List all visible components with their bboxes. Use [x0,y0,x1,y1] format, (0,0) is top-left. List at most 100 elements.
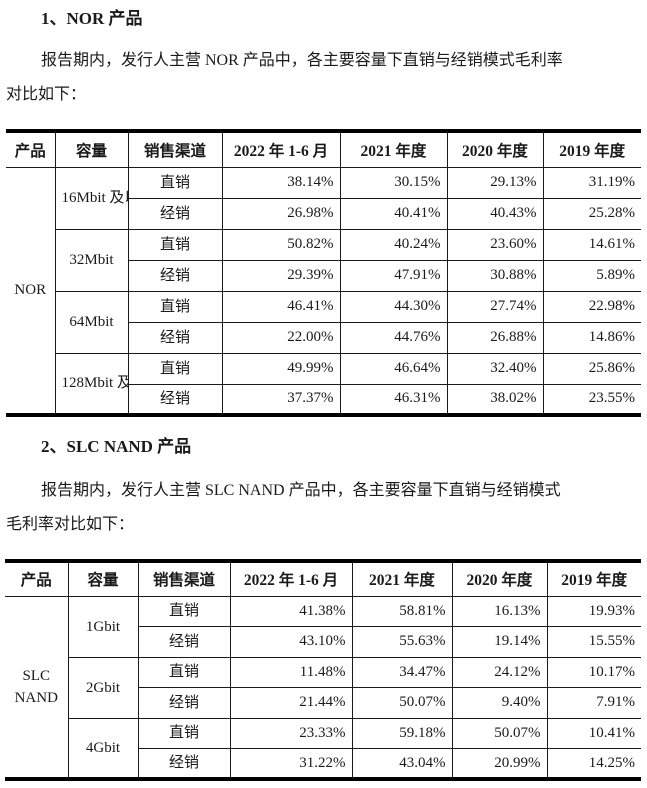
margin-cell: 19.14% [451,626,548,658]
margin-cell: 14.86% [542,321,641,354]
col-header-capacity: 容量 [54,129,129,168]
capacity-cell: 16Mbit 及以下 [54,166,129,230]
margin-cell: 10.41% [546,717,641,749]
margin-cell: 49.99% [221,352,341,385]
margin-cell: 25.28% [542,197,641,230]
table-row: SLC NAND 1Gbit 直销 41.38% 58.81% 16.13% 1… [5,595,641,781]
margin-cell: 10.17% [546,656,641,688]
channel-cell: 经销 [138,748,231,781]
margin-cell: 50.07% [351,687,453,719]
margin-cell: 7.91% [546,687,641,719]
margin-cell: 40.24% [339,228,448,261]
margin-cell: 38.02% [446,383,544,417]
col-header-2019: 2019 年度 [542,129,641,168]
margin-cell: 16.13% [451,595,548,627]
capacity-cell: 128Mbit 及以上 [55,352,129,417]
margin-cell: 46.41% [221,290,341,323]
section-intro-nor: 报告期内，发行人主营 NOR 产品中，各主要容量下直销与经销模式毛利率 对比如下… [6,44,641,112]
capacity-cell: 1Gbit [67,595,139,658]
margin-cell: 58.81% [351,595,453,627]
margin-cell: 23.33% [229,717,353,749]
table-row: NOR 16Mbit 及以下 直销 38.14% 30.15% 29.13% 3… [6,166,641,417]
margin-cell: 43.10% [229,626,353,658]
margin-cell: 37.37% [221,383,341,417]
margin-cell: 41.38% [229,595,353,627]
intro-line: 对比如下： [6,86,87,103]
intro-line: 报告期内，发行人主营 SLC NAND 产品中，各主要容量下直销与经销模式 [41,482,561,499]
section-heading-nor: 1、NOR 产品 [41,9,143,28]
channel-cell: 直销 [137,717,231,749]
margin-cell: 14.61% [542,228,641,261]
margin-cell: 50.07% [451,717,548,749]
table-header-row: 产品 容量 销售渠道 2022 年 1-6 月 2021 年度 2020 年度 … [6,129,641,168]
margin-cell: 43.04% [351,748,453,781]
margin-cell: 46.31% [339,383,448,417]
col-header-2019: 2019 年度 [546,559,641,597]
margin-cell: 23.55% [542,383,641,417]
intro-line: 毛利率对比如下： [6,516,135,533]
table-row: 经销 31.22% 43.04% 20.99% 14.25% [5,748,641,781]
channel-cell: 经销 [138,687,231,719]
margin-cell: 46.64% [339,352,448,385]
channel-cell: 经销 [128,197,223,230]
margin-cell: 29.13% [446,166,544,199]
col-header-channel: 销售渠道 [127,129,223,168]
margin-cell: 22.00% [221,321,341,354]
margin-cell: 50.82% [221,228,341,261]
channel-cell: 直销 [127,352,223,385]
margin-cell: 29.39% [221,259,341,292]
margin-cell: 22.98% [542,290,641,323]
table-row: 32Mbit 直销 50.82% 40.24% 23.60% 14.61% [6,228,641,292]
col-header-product: 产品 [5,559,69,597]
margin-cell: 55.63% [351,626,453,658]
intro-line: 报告期内，发行人主营 NOR 产品中，各主要容量下直销与经销模式毛利率 [41,52,563,69]
col-header-2022h1: 2022 年 1-6 月 [221,129,341,168]
margin-cell: 31.19% [542,166,641,199]
col-header-product: 产品 [6,129,56,168]
margin-cell: 9.40% [451,687,548,719]
margin-cell: 25.86% [542,352,641,385]
margin-cell: 30.15% [339,166,448,199]
table-row: 2Gbit 直销 11.48% 34.47% 24.12% 10.17% [5,656,641,719]
margin-cell: 38.14% [221,166,341,199]
slc-nand-margin-table: 产品 容量 销售渠道 2022 年 1-6 月 2021 年度 2020 年度 … [5,559,641,781]
margin-cell: 30.88% [446,259,544,292]
channel-cell: 直销 [137,656,231,688]
margin-cell: 40.41% [339,197,448,230]
channel-cell: 直销 [137,595,231,627]
col-header-capacity: 容量 [67,559,139,597]
margin-cell: 14.25% [546,748,641,781]
capacity-cell: 64Mbit [55,290,129,354]
margin-cell: 31.22% [229,748,353,781]
product-cell: NOR [6,166,56,417]
margin-cell: 15.55% [546,626,641,658]
channel-cell: 经销 [138,626,231,658]
margin-cell: 27.74% [446,290,544,323]
table-row: 经销 29.39% 47.91% 30.88% 5.89% [6,259,641,292]
margin-cell: 26.88% [446,321,544,354]
margin-cell: 19.93% [546,595,641,627]
margin-cell: 59.18% [351,717,453,749]
capacity-cell: 32Mbit [55,228,129,292]
col-header-2021: 2021 年度 [351,559,453,597]
product-cell: SLC NAND [5,595,69,781]
margin-cell: 23.60% [446,228,544,261]
section-heading-slc-nand: 2、SLC NAND 产品 [41,437,192,456]
table-row: 经销 43.10% 55.63% 19.14% 15.55% [5,626,641,658]
col-header-2021: 2021 年度 [339,129,448,168]
margin-cell: 44.30% [339,290,448,323]
channel-cell: 经销 [128,259,223,292]
col-header-2020: 2020 年度 [451,559,548,597]
table-header-row: 产品 容量 销售渠道 2022 年 1-6 月 2021 年度 2020 年度 … [5,559,641,597]
margin-cell: 24.12% [451,656,548,688]
capacity-cell: 4Gbit [68,717,139,781]
table-row: 128Mbit 及以上 直销 49.99% 46.64% 32.40% 25.8… [6,352,641,417]
table-row: 经销 37.37% 46.31% 38.02% 23.55% [6,383,641,417]
col-header-2020: 2020 年度 [446,129,544,168]
col-header-channel: 销售渠道 [137,559,231,597]
nor-margin-table: 产品 容量 销售渠道 2022 年 1-6 月 2021 年度 2020 年度 … [6,129,641,417]
capacity-cell: 2Gbit [68,656,139,719]
margin-cell: 34.47% [351,656,453,688]
channel-cell: 直销 [127,228,223,261]
margin-cell: 11.48% [229,656,353,688]
